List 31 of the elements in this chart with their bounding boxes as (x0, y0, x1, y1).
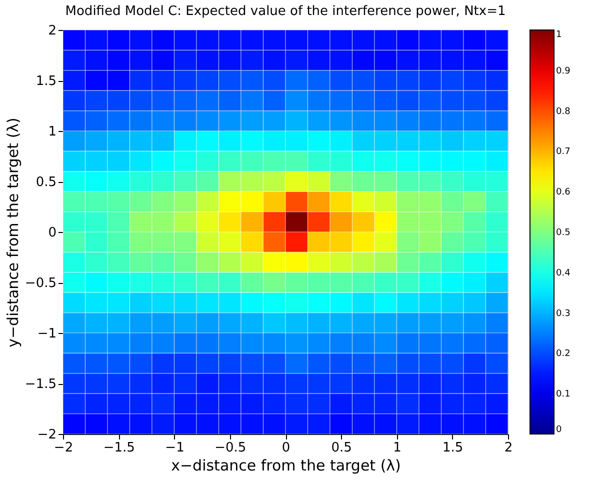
color-bar-label: 0.5 (556, 228, 570, 238)
color-bar-label: 0.9 (556, 66, 571, 76)
color-bar-label: 1 (556, 30, 562, 40)
y-tick-label: −0.5 (24, 276, 56, 291)
x-tick-label: 2 (504, 440, 513, 456)
color-bar-label: 0.6 (556, 188, 571, 198)
color-bar-label: 0.7 (556, 147, 570, 158)
y-tick-label: 2 (48, 24, 56, 38)
color-bar-label: 0.2 (556, 349, 570, 360)
x-tick-label: 0.5 (331, 440, 352, 456)
color-bar-label: 0.8 (556, 106, 571, 117)
x-tick-label: 1.5 (442, 440, 464, 456)
y-tick-label: 1 (48, 124, 56, 140)
x-tick-label: −1 (165, 440, 184, 456)
y-tick-label: −2 (37, 428, 56, 442)
x-tick-label: 1 (393, 440, 402, 456)
x-axis-title: x−distance from the target (λ) (171, 456, 401, 474)
x-tick-label: −0.5 (214, 440, 246, 456)
color-bar-label: 0 (556, 425, 562, 435)
x-tick-label: 0 (282, 440, 290, 456)
y-tick-label: 1.5 (36, 74, 56, 89)
y-tick-label: −1 (37, 326, 56, 342)
chart-title: Modified Model C: Expected value of the interference power, Ntx=1 (65, 4, 506, 19)
color-bar-label: 0.4 (556, 268, 571, 278)
y-tick-label: 0 (48, 226, 56, 240)
y-tick-label: 0.5 (36, 175, 56, 190)
x-tick-label: −1.5 (103, 440, 135, 456)
color-bar-label: 0.3 (556, 308, 570, 319)
color-bar-label: 0.1 (556, 390, 570, 400)
y-tick-label: −1.5 (24, 377, 56, 392)
y-axis-title: y−distance from the target (λ) (4, 118, 22, 348)
